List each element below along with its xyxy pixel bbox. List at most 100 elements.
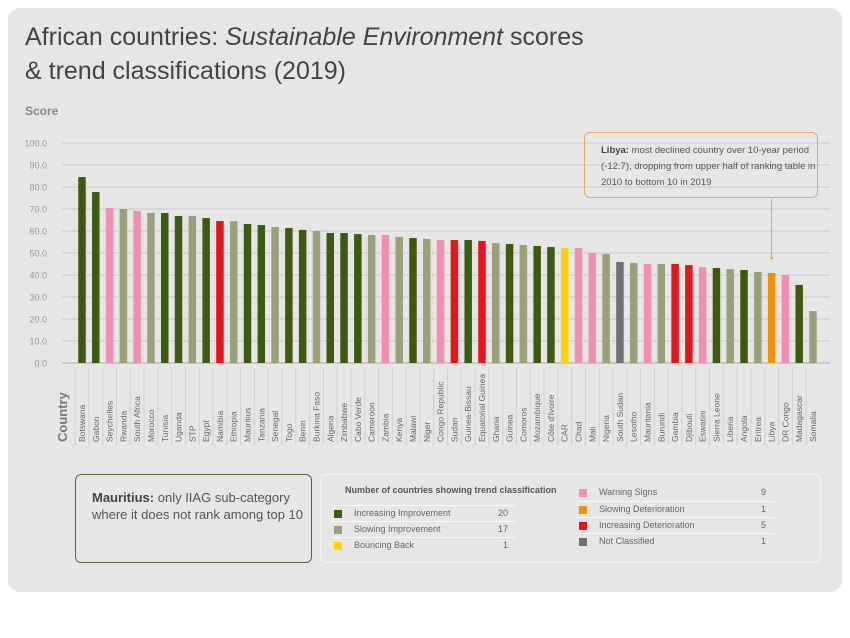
legend-count: 1 — [760, 504, 766, 514]
y-tick-label: 50.0 — [29, 249, 47, 259]
bar-car — [560, 247, 569, 363]
x-tick-label: Nigeria — [601, 415, 611, 442]
y-tick-label: 100.0 — [24, 139, 47, 149]
bar-sierra-leone — [712, 267, 721, 363]
x-tick-label: Cameroon — [367, 402, 377, 442]
y-tick-label: 20.0 — [29, 315, 47, 325]
bar-tunisia — [161, 212, 169, 363]
bar-guinea-bissau — [464, 240, 472, 363]
bar-zambia — [381, 234, 390, 363]
x-tick-label: Gabon — [91, 416, 101, 442]
bar-dr-congo — [781, 275, 790, 363]
x-tick-label: Seychelles — [105, 401, 115, 442]
legend-swatch — [334, 526, 342, 534]
legend-swatch — [334, 510, 342, 518]
bar-algeria — [326, 232, 335, 363]
callout-pointer-dot — [770, 256, 774, 260]
bar-somalia — [809, 311, 817, 363]
legend-count: 20 — [497, 508, 508, 518]
x-tick-label: Chad — [574, 421, 584, 442]
legend-item: Slowing Improvement 17 — [331, 521, 516, 537]
legend-swatch — [579, 538, 587, 546]
bar-chad — [574, 247, 583, 363]
x-tick-label: Ethiopia — [229, 411, 239, 442]
x-tick-label: Côte d'Ivoire — [546, 394, 556, 442]
callout-text: most declined country over 10-year perio… — [601, 145, 816, 188]
x-tick-label: Mozambique — [532, 393, 542, 442]
bar-gabon — [92, 192, 100, 363]
bar-togo — [285, 227, 293, 363]
x-tick-label: Mauritania — [642, 402, 652, 442]
x-tick-label: CAR — [560, 424, 570, 442]
legend-count: 9 — [760, 487, 766, 497]
bar-morocco — [147, 212, 155, 363]
bar-kenya — [395, 236, 403, 363]
title-part: scores — [503, 23, 584, 51]
x-tick-label: Liberia — [725, 416, 735, 442]
y-axis-label: Score — [25, 104, 59, 118]
bar-stp — [188, 216, 197, 363]
legend-swatch — [334, 542, 342, 550]
bar-burundi — [657, 264, 666, 363]
x-tick-label: Somalia — [808, 411, 818, 442]
x-tick-label: South Sudan — [615, 393, 625, 442]
legend-swatch — [579, 522, 587, 530]
legend-count: 17 — [497, 524, 508, 534]
x-tick-label: Libya — [767, 421, 777, 442]
x-tick-label: Burkina Faso — [311, 392, 321, 442]
x-tick-label: Tunisia — [160, 415, 170, 442]
bar-burkina-faso — [312, 231, 321, 363]
bar-guinea — [505, 243, 514, 363]
legend-label: Increasing Improvement — [354, 508, 451, 518]
bar-namibia — [216, 221, 224, 363]
x-tick-label: Gambia — [670, 412, 680, 442]
x-tick-label: Equatorial Guinea — [477, 374, 487, 442]
x-tick-label: Mauritius — [243, 408, 253, 442]
x-tick-label: Sudan — [449, 417, 459, 442]
legend-label: Slowing Deterioration — [599, 504, 685, 514]
bar-equatorial-guinea — [478, 240, 486, 363]
title-part: African countries: — [25, 23, 226, 51]
y-tick-label: 60.0 — [29, 227, 47, 237]
x-tick-label: Zimbabwe — [339, 403, 349, 442]
x-tick-label: Ghana — [491, 416, 501, 442]
bar-south-africa — [133, 210, 141, 363]
bar-libya — [767, 273, 776, 363]
x-tick-label: STP — [187, 425, 197, 442]
x-tick-label: Rwanda — [118, 411, 128, 442]
legend-swatch — [579, 489, 587, 497]
legend: Number of countries showing trend classi… — [320, 474, 821, 563]
x-tick-label: Botswana — [77, 404, 87, 442]
x-tick-label: Benin — [298, 420, 308, 442]
bar-ghana — [492, 243, 500, 363]
x-tick-label: Zambia — [380, 413, 390, 442]
bar-mauritius — [243, 223, 252, 363]
bar-egypt — [202, 218, 210, 363]
legend-item: Slowing Deterioration 1 — [576, 501, 774, 517]
bar-mauritania — [643, 264, 652, 363]
x-tick-label: Uganda — [174, 412, 184, 442]
title-emphasis: Sustainable Environment — [225, 23, 504, 51]
x-tick-label: South Africa — [132, 396, 142, 442]
x-tick-label: Morocco — [146, 409, 156, 442]
legend-item: Increasing Improvement 20 — [331, 505, 516, 521]
x-tick-label: Senegal — [270, 411, 280, 442]
legend-count: 1 — [760, 536, 766, 546]
x-tick-label: Togo — [284, 423, 294, 442]
y-tick-label: 30.0 — [29, 293, 47, 303]
y-tick-label: 0.0 — [34, 359, 47, 369]
x-tick-label: DR Congo — [780, 402, 790, 442]
x-tick-label: Madagascar — [794, 395, 804, 442]
bar-lesotho — [629, 262, 638, 363]
legend-item: Not Classified 1 — [576, 533, 774, 549]
x-tick-label: Cabo Verde — [353, 397, 363, 442]
legend-label: Not Classified — [599, 536, 655, 546]
x-tick-label: Guinea-Bissau — [463, 386, 473, 442]
bar-rwanda — [119, 209, 128, 363]
bar-south-sudan — [616, 262, 624, 363]
x-tick-label: Comoros — [518, 408, 528, 442]
bar-malawi — [409, 238, 417, 363]
legend-label: Slowing Improvement — [354, 524, 441, 534]
bar-ethiopia — [229, 221, 238, 363]
bar-cameroon — [367, 234, 376, 363]
